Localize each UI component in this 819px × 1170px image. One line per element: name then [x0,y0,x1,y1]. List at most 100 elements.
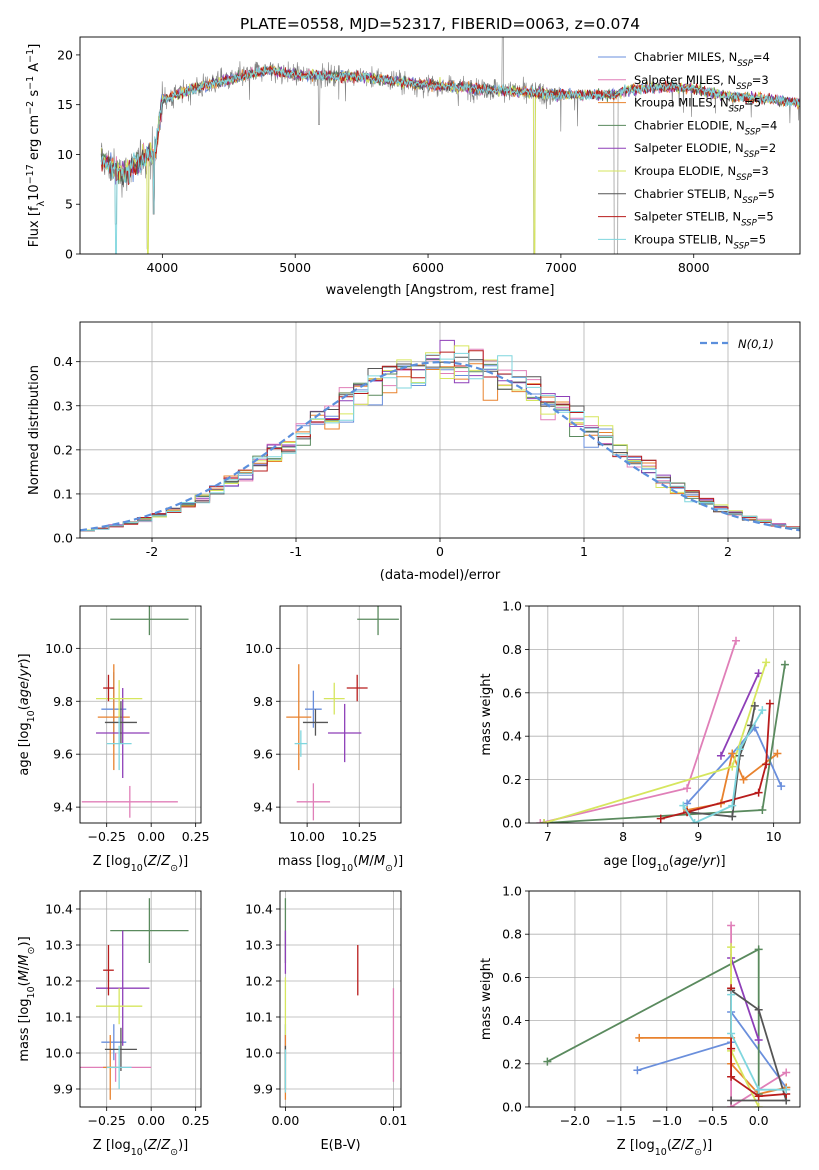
label-part: / [698,854,703,869]
label-part: age [674,854,698,869]
plot-area [100,37,800,254]
y-tick-label: 10.3 [245,938,273,953]
axes-frame [279,890,402,1108]
legend-value: =4 [760,118,777,132]
legend-value: =5 [758,187,775,201]
y-tick-label: 10.3 [45,938,73,953]
x-axis-label: Z [log10(Z/Z⊙)] [93,854,188,874]
errorbar-salpeter-miles [81,785,178,818]
label-part: )] [393,854,403,869]
label-part: age [log [603,854,656,869]
weight-marker [739,775,748,784]
label-part: Z [684,1138,695,1153]
label-part: ( [143,1138,148,1153]
label-part: A [27,63,42,76]
label-part: M [17,954,32,965]
legend-value: =4 [753,50,770,64]
errorbar-salpeter-elodie [96,930,150,1046]
errorbar-kroupa-stelib [294,730,308,757]
chart-residuals: -2 -1 0 1 2 0.0 0.1 0.2 0.3 0.4 N(0,1) (data-model)… [27,321,801,583]
label-part: ⊙ [694,1147,702,1158]
weight-series-salpeter-elodie [716,669,763,760]
y-tick-label: 0.0 [502,816,522,831]
plot-area [543,921,791,1107]
label-part: M [17,970,32,981]
chart-age-vs-Z: −0.25 0.00 0.259.49.69.810.0Z [log10(Z/Z⊙)… [17,605,210,874]
legend-value: =5 [757,210,774,224]
weight-marker [782,1085,791,1094]
y-tick-label: 9.9 [53,1082,73,1097]
axes-frame [79,36,801,255]
y-tick-label: 10.0 [245,1046,273,1061]
errorbar-kroupa-miles [97,664,130,771]
plot-area [536,636,789,823]
legend-subscript: SSP [742,196,758,206]
weight-marker [750,701,759,710]
grid [80,606,201,823]
weight-marker [773,749,782,758]
weight-marker [765,699,774,708]
label-part: / [681,1138,686,1153]
weight-marker [727,1044,736,1053]
weight-marker [679,801,688,810]
weight-marker [754,788,763,797]
label-part: −1 [25,76,36,90]
legend-entry-salpeter-elodie: Salpeter ELODIE, NSSP=2 [634,141,776,160]
x-tick-label: 0.00 [271,1113,299,1128]
y-axis-label: age [log10(age/yr)] [17,653,37,775]
y-tick-label: 10.0 [45,1046,73,1061]
weight-marker [754,1085,763,1094]
y-tick-label: 15 [57,97,73,112]
plot-area [80,339,800,534]
legend-text: Kroupa STELIB, N [634,232,734,246]
chart-spectrum: 4000 5000 6000 7000 8000 0 5 10 15 20 Chabrier MIL… [25,36,801,298]
y-tick-label: 10.0 [45,641,73,656]
label-part: ( [17,981,32,986]
label-part: 10 [341,863,353,874]
label-part: λ [36,200,47,206]
legend-value: =3 [752,73,769,87]
weight-marker [754,1036,763,1045]
legend-subscript: SSP [744,150,760,160]
errorbar-kroupa-elodie [323,682,345,715]
x-tick-label: 0.00 [137,1113,165,1128]
label-part: / [17,676,32,681]
axes-frame [528,890,801,1108]
x-tick-label: 0.0 [749,1113,769,1128]
label-part: Z [671,1138,682,1153]
weight-line [730,994,787,1091]
x-tick-label: 10.25 [341,829,377,844]
label-part: Z [147,854,158,869]
legend-value: =3 [752,164,769,178]
legend-entry-chabrier-miles: Chabrier MILES, NSSP=4 [634,50,770,69]
legend-entry-kroupa-stelib: Kroupa STELIB, NSSP=5 [634,232,766,251]
weight-line [730,989,788,1102]
legend-subscript: SSP [729,105,745,115]
legend-entry-kroupa-miles: Kroupa MILES, NSSP=5 [634,96,761,115]
weight-marker [754,945,763,954]
label-part: )] [702,1138,712,1153]
weight-marker [728,749,737,758]
weight-series-chabrier-elodie [540,660,789,823]
x-tick-label: 7 [544,829,552,844]
y-tick-label: 10 [57,147,73,162]
label-part: Z [log [93,854,131,869]
page-title: PLATE=0558, MJD=52317, FIBERID=0063, z=0… [240,15,640,33]
chart-mass-vs-ebv: 0.00 0.01 9.9 10.0 10.1 10.2 10.3 10.4 [245,890,407,1128]
weight-series-kroupa-stelib [679,706,767,823]
label-part: ( [669,854,674,869]
weight-marker [690,819,699,823]
weight-series-kroupa-stelib [727,990,791,1094]
errorbar-chabrier-stelib [104,1027,137,1071]
x-tick-label: 5000 [279,260,311,275]
label-part: )] [17,653,32,663]
weight-marker [754,1005,763,1014]
x-tick-label: −1.0 [652,1113,682,1128]
weight-line [686,725,783,805]
y-tick-label: 10.1 [245,1010,273,1025]
x-tick-label: −1.5 [606,1113,636,1128]
label-part: ( [17,705,32,710]
x-tick-label: −0.25 [88,1113,126,1128]
label-part: ⊙ [170,1147,178,1158]
y-tick-label: 10.4 [45,902,73,917]
